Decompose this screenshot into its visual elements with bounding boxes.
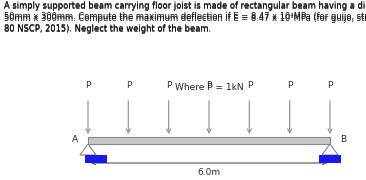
Bar: [319, 155, 341, 163]
Text: P: P: [206, 81, 212, 90]
Bar: [88, 137, 330, 144]
Text: A simply supported beam carrying floor joist is made of rectangular beam having : A simply supported beam carrying floor j…: [4, 2, 366, 34]
Text: P: P: [287, 81, 292, 90]
Text: P: P: [327, 81, 333, 90]
Text: Where P = 1kN: Where P = 1kN: [175, 83, 243, 92]
Text: P: P: [85, 81, 91, 90]
Bar: [85, 155, 107, 163]
Text: B: B: [340, 136, 346, 145]
Text: 6.0m: 6.0m: [197, 168, 221, 177]
Text: A: A: [72, 136, 78, 145]
Text: P: P: [126, 81, 131, 90]
Text: A simply supported beam carrying floor joist is made of rectangular beam having : A simply supported beam carrying floor j…: [4, 1, 366, 33]
Text: P: P: [247, 81, 252, 90]
Text: P: P: [166, 81, 171, 90]
